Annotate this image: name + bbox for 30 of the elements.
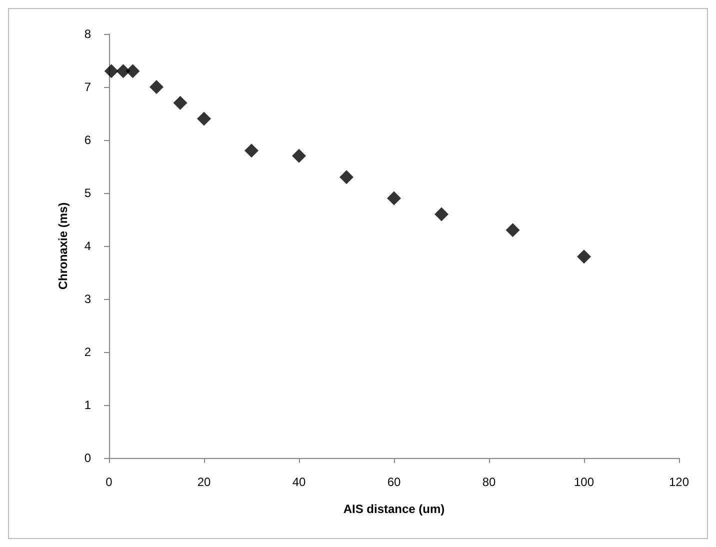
y-tick-label: 7 [84,80,92,94]
y-axis-title: Chronaxie (ms) [56,202,70,290]
x-tick-label: 20 [197,475,211,489]
point [126,64,140,78]
point [244,144,258,158]
point [577,250,591,264]
x-tick-label: 120 [668,475,690,489]
y-tick-label: 0 [84,451,92,465]
x-tick-label: 80 [482,475,496,489]
y-tick-label: 4 [84,239,92,253]
point [340,170,354,184]
point [434,207,448,222]
y-tick-label: 5 [84,186,92,200]
point [104,64,118,78]
point [173,96,188,110]
x-tick-label: 40 [292,475,306,489]
point [150,80,164,94]
y-tick-label: 2 [84,345,92,359]
y-tick-label: 1 [84,398,92,412]
y-tick-label: 3 [84,292,92,306]
y-tick-label: 6 [84,133,92,147]
point [387,191,401,206]
y-tick-label: 8 [84,27,92,41]
x-tick-label: 100 [574,475,594,489]
point [506,223,520,238]
x-tick-label: 0 [106,475,113,489]
point [292,148,306,163]
x-tick-label: 60 [387,475,401,489]
point [197,112,211,126]
x-axis-title: AIS distance (um) [343,502,445,516]
